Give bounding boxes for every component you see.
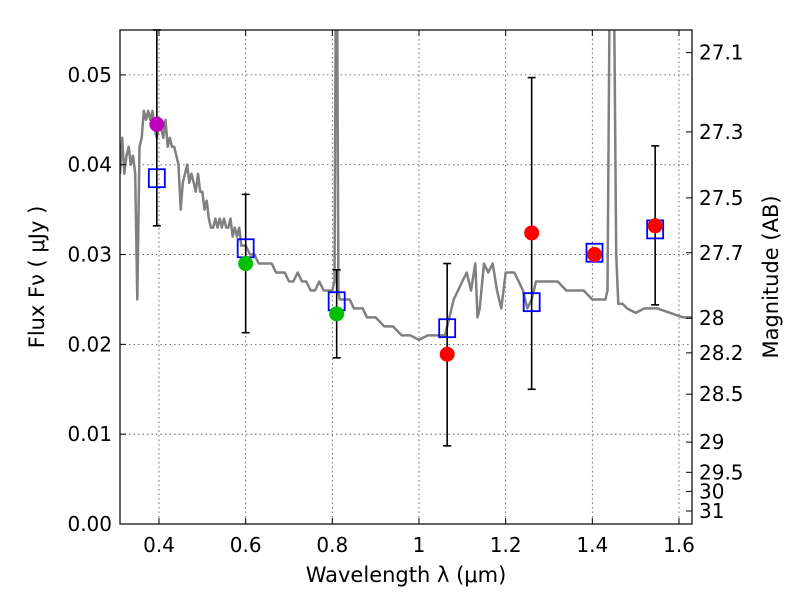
data-markers-group [147,116,665,362]
observed-point [149,116,165,132]
x-axis-label: Wavelength λ (μm) [306,563,507,587]
mag-tick-label: 27.1 [699,41,744,65]
model-sed-curve-group [120,30,692,342]
x-tick-label: 1.4 [576,533,608,557]
y-axis-label: Flux Fν ( μJy ) [25,206,49,349]
mag-tick-label: 29 [699,430,724,454]
y-tick-label: 0.01 [67,422,112,446]
model-photometry-square [522,292,541,313]
y-tick-label: 0.03 [67,243,112,267]
mag-tick-label: 29.5 [699,460,744,484]
mag-tick-label: 27.7 [699,241,744,265]
mag-tick-label: 27.5 [699,186,744,210]
plot-frame [119,29,693,525]
model-photometry-square [147,168,166,189]
mag-tick-label: 28 [699,306,724,330]
mag-tick-label: 30 [699,479,724,503]
x-tick-label: 1 [413,533,426,557]
mag-tick-label: 27.3 [699,120,744,144]
y-tick-label: 0.00 [67,512,112,536]
y-tick-label: 0.05 [67,63,112,87]
observed-point [647,218,663,234]
observed-point [238,256,254,272]
right-y-axis-label: Magnitude (AB) [759,195,783,358]
observed-point [524,225,540,241]
x-tick-label: 1.2 [490,533,522,557]
model-photometry-square [438,318,457,339]
error-bars-group [152,29,660,447]
model-sed-line [120,30,692,342]
mag-tick-label: 28.5 [699,382,744,406]
grid-lines [120,30,692,525]
axis-ticks: 0.4 0.6 0.8 1 1.2 1.4 1.6 0.00 0.01 0.02 0.03 0.04 0… [67,30,744,557]
observed-point [329,306,345,322]
mag-tick-label: 28.2 [699,341,744,365]
mag-tick-label: 31 [699,499,724,523]
x-tick-label: 0.8 [316,533,348,557]
x-tick-label: 0.6 [230,533,262,557]
y-tick-label: 0.02 [67,332,112,356]
x-tick-label: 0.4 [143,533,175,557]
observed-point [587,247,602,263]
y-tick-label: 0.04 [67,153,112,177]
observed-point [439,346,455,362]
x-tick-label: 1.6 [663,533,695,557]
